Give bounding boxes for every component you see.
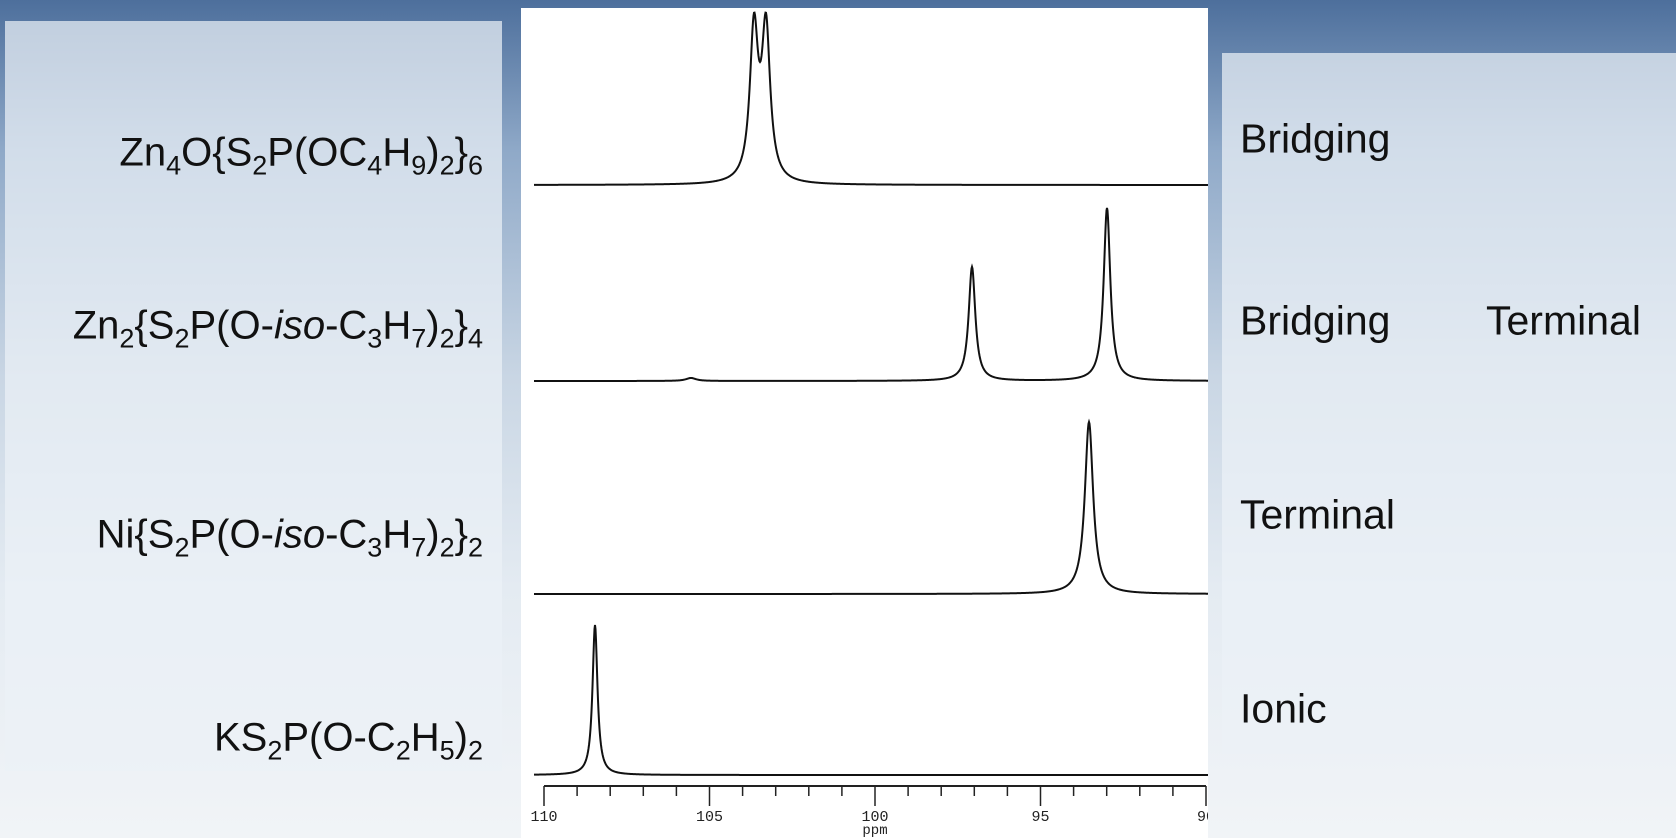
bonding-label: Terminal — [1240, 491, 1395, 538]
axis-tick-label: 110 — [530, 809, 557, 826]
compound-label: KS2P(O-C2H5)2 — [213, 715, 483, 766]
spectrum-panel: ppm 110 105 100 95 90 — [521, 8, 1208, 838]
bonding-label: Terminal — [1486, 297, 1641, 344]
left-panel — [5, 21, 502, 771]
spectrum-trace — [534, 418, 1208, 595]
axis-tick-label: 100 — [861, 809, 888, 826]
axis-tick-label: 90 — [1197, 809, 1208, 826]
axis-tick-label: 95 — [1031, 809, 1049, 826]
bonding-label: Bridging — [1240, 297, 1391, 344]
bonding-label: Ionic — [1240, 685, 1327, 732]
spectrum-trace — [533, 624, 1208, 776]
bonding-label: Bridging — [1240, 115, 1391, 162]
compound-label: Ni{S2P(O-iso-C3H7)2}2 — [96, 512, 483, 563]
right-panel — [1222, 53, 1676, 754]
axis-tick-label: 105 — [696, 809, 723, 826]
spectrum-trace — [534, 207, 1208, 382]
spectrum-background — [521, 8, 1208, 838]
compound-label: Zn4O{S2P(OC4H9)2}6 — [119, 130, 483, 181]
spectrum-trace — [534, 11, 1208, 186]
axis-unit: ppm — [862, 823, 887, 838]
compound-label: Zn2{S2P(O-iso-C3H7)2}4 — [72, 303, 483, 354]
